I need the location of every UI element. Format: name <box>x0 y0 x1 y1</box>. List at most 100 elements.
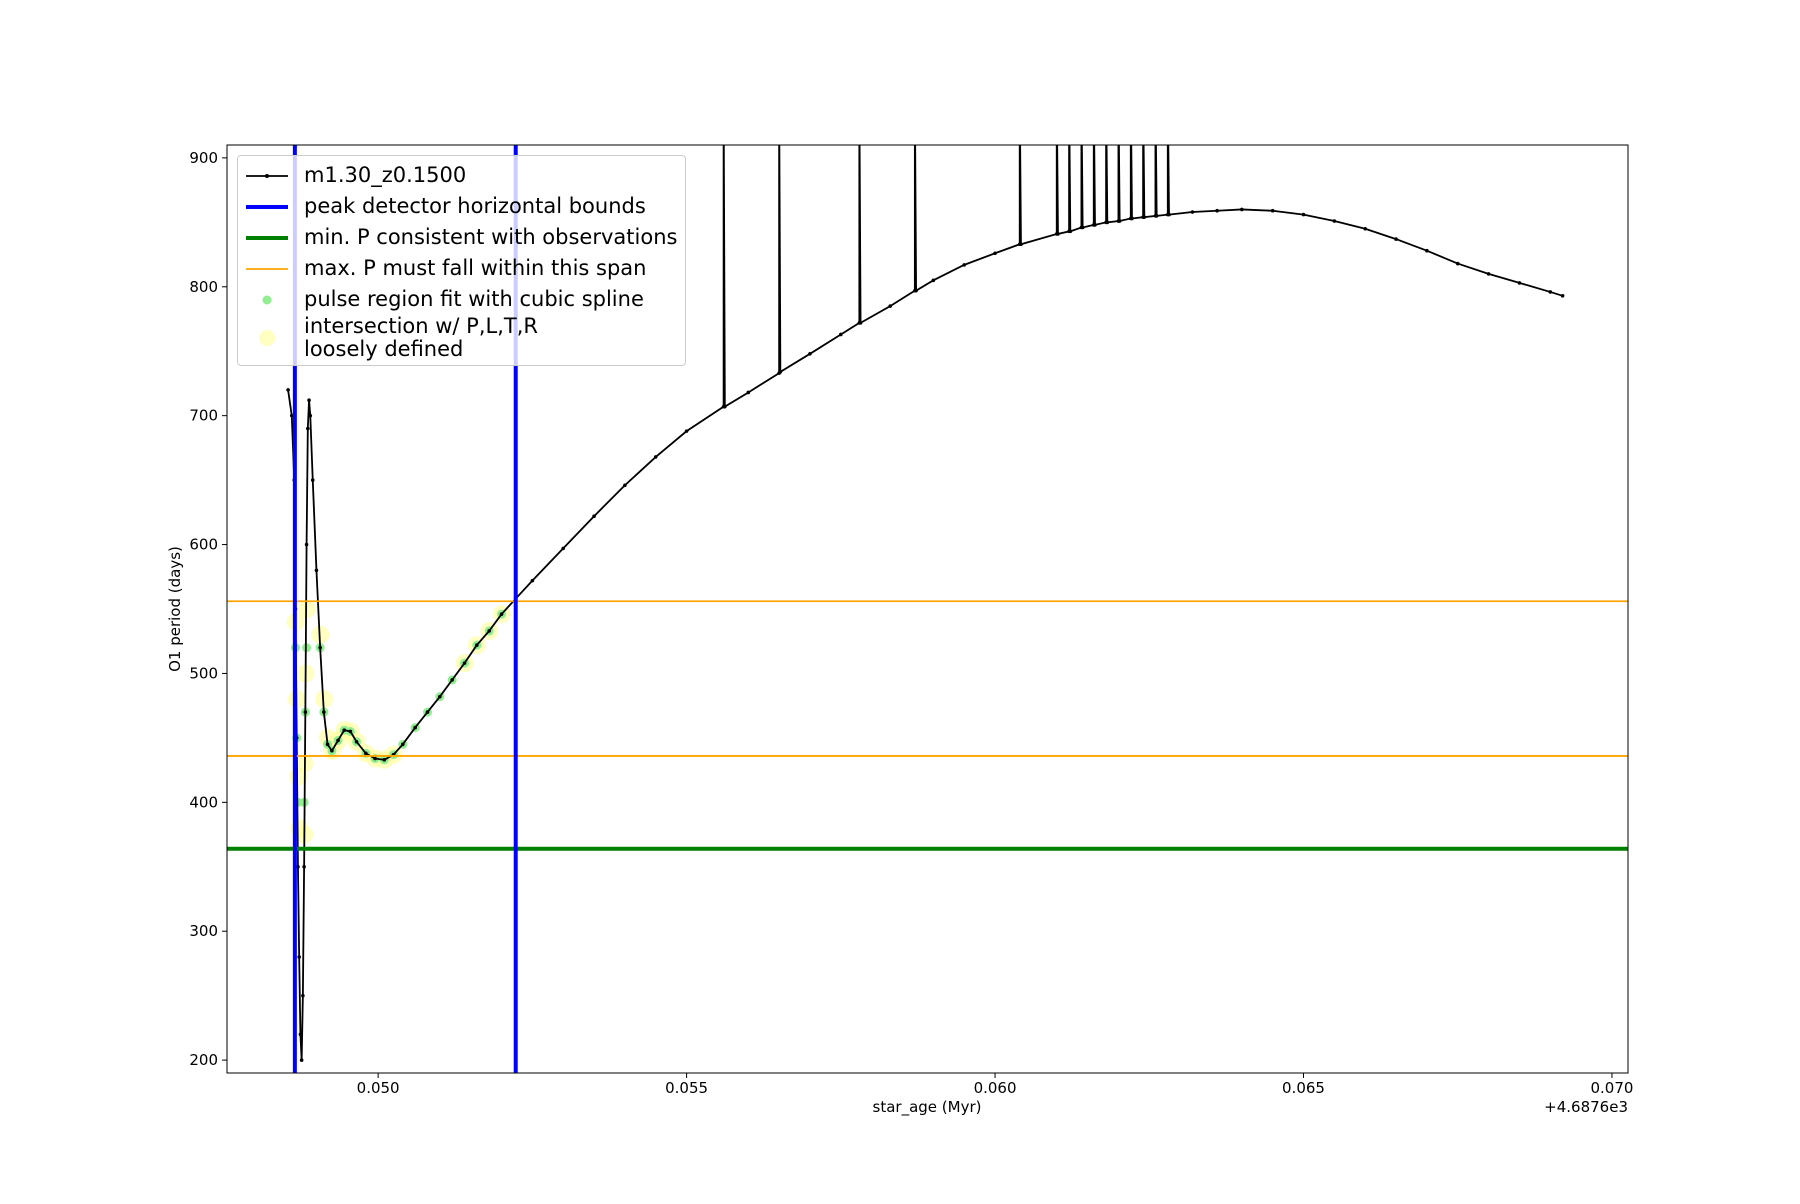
line-marker <box>1141 92 1145 96</box>
legend-marker <box>259 330 275 346</box>
line-marker <box>777 92 781 96</box>
line-marker <box>1560 294 1565 298</box>
line-marker <box>342 728 347 732</box>
legend-entry: min. P consistent with observations <box>246 222 677 253</box>
legend-handle <box>262 295 272 304</box>
legend-label: intersection w/ P,L,T,R loosely defined <box>304 314 538 361</box>
y-tick-label: 700 <box>189 407 218 425</box>
x-tick-label: 0.055 <box>665 1079 708 1097</box>
x-tick-label: 0.060 <box>974 1079 1017 1097</box>
line-marker <box>382 758 387 762</box>
line-marker <box>364 751 368 756</box>
line-marker <box>1018 92 1022 96</box>
data-line <box>287 145 1563 1061</box>
line-marker <box>325 742 330 747</box>
line-marker <box>914 288 918 293</box>
line-marker <box>1104 92 1108 96</box>
line-marker <box>1548 290 1553 294</box>
line-marker <box>1129 92 1133 96</box>
line-marker <box>858 321 863 325</box>
line-marker <box>1394 237 1398 241</box>
legend-entry: max. P must fall within this span <box>246 253 677 284</box>
line-marker <box>1425 248 1429 253</box>
line-marker <box>931 278 936 283</box>
line-marker <box>354 739 359 744</box>
line-marker <box>438 694 442 699</box>
line-marker <box>425 710 430 714</box>
line-marker <box>1068 229 1073 234</box>
axes-frame <box>226 144 1629 1074</box>
x-axis-label: star_age (Myr) <box>873 1098 982 1117</box>
line-marker <box>296 864 300 869</box>
line-marker <box>1486 272 1491 276</box>
line-marker <box>348 729 353 734</box>
legend-marker <box>265 173 269 178</box>
line-marker <box>301 993 305 998</box>
line-marker <box>1093 223 1097 227</box>
line-marker <box>297 955 301 959</box>
line-marker <box>1117 92 1121 96</box>
x-tick-label: 0.070 <box>1590 1079 1633 1097</box>
line-marker <box>1019 242 1023 247</box>
line-marker <box>1067 92 1071 96</box>
legend-handle <box>246 235 288 240</box>
line-marker <box>289 413 294 418</box>
line-marker <box>684 429 689 433</box>
line-marker <box>302 864 306 869</box>
line-marker <box>858 92 862 96</box>
line-marker <box>450 678 454 682</box>
line-marker <box>1080 225 1085 230</box>
legend-handle <box>246 204 288 209</box>
line-marker <box>592 514 596 518</box>
x-tick-label: 0.050 <box>357 1079 400 1097</box>
line-marker <box>1117 219 1122 223</box>
line-marker <box>322 710 326 714</box>
line-marker <box>530 578 535 583</box>
legend-handle <box>259 330 275 346</box>
line-marker <box>1080 92 1084 96</box>
line-marker <box>330 748 334 753</box>
y-tick-label: 600 <box>189 536 218 554</box>
line-marker <box>1130 216 1134 221</box>
x-tick-label: 0.065 <box>1282 1079 1325 1097</box>
line-marker <box>298 1032 303 1037</box>
line-marker <box>888 304 892 308</box>
line-marker <box>1105 220 1110 225</box>
y-tick-label: 900 <box>189 149 218 167</box>
y-tick-label: 500 <box>189 664 218 682</box>
line-marker <box>808 352 812 356</box>
legend-label: min. P consistent with observations <box>304 225 678 249</box>
line-marker <box>722 92 726 96</box>
line-marker <box>306 426 310 431</box>
line-marker <box>307 398 311 403</box>
y-tick-label: 200 <box>189 1051 218 1069</box>
line-marker <box>314 568 319 573</box>
line-marker <box>1154 214 1159 218</box>
line-marker <box>1517 281 1522 285</box>
legend-entry: intersection w/ P,L,T,R loosely defined <box>246 315 677 361</box>
line-marker <box>308 413 313 418</box>
line-marker <box>962 263 967 267</box>
line-marker <box>1142 215 1147 219</box>
legend-label: max. P must fall within this span <box>304 256 647 280</box>
legend-entry: peak detector horizontal bounds <box>246 191 677 222</box>
line-marker <box>778 370 783 374</box>
line-marker <box>1332 219 1337 223</box>
legend: m1.30_z0.1500 peak detector horizontal bo… <box>237 155 687 366</box>
legend-label: pulse region fit with cubic spline <box>304 287 644 311</box>
line-marker <box>413 725 417 730</box>
line-marker <box>1455 261 1460 266</box>
line-marker <box>839 332 843 337</box>
line-marker <box>723 404 727 409</box>
line-marker <box>1190 210 1195 214</box>
line-marker <box>913 92 917 96</box>
line-marker <box>318 645 322 650</box>
line-marker <box>303 710 308 714</box>
line-marker <box>286 388 290 392</box>
line-marker <box>653 455 658 459</box>
line-marker <box>1240 207 1244 212</box>
x-offset-label: +4.6876e3 <box>1544 1098 1628 1116</box>
line-marker <box>1167 212 1171 217</box>
